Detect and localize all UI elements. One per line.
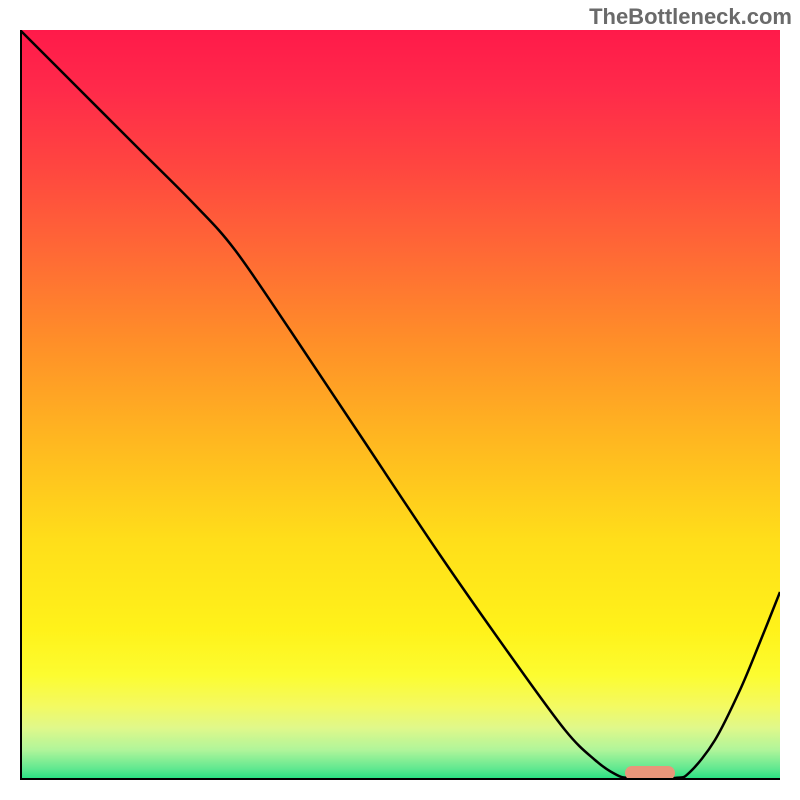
bottleneck-curve: [20, 30, 780, 780]
watermark-text: TheBottleneck.com: [589, 4, 792, 30]
y-axis: [20, 30, 22, 780]
x-axis: [20, 778, 780, 780]
chart-container: TheBottleneck.com: [0, 0, 800, 800]
plot-area: [20, 30, 780, 780]
